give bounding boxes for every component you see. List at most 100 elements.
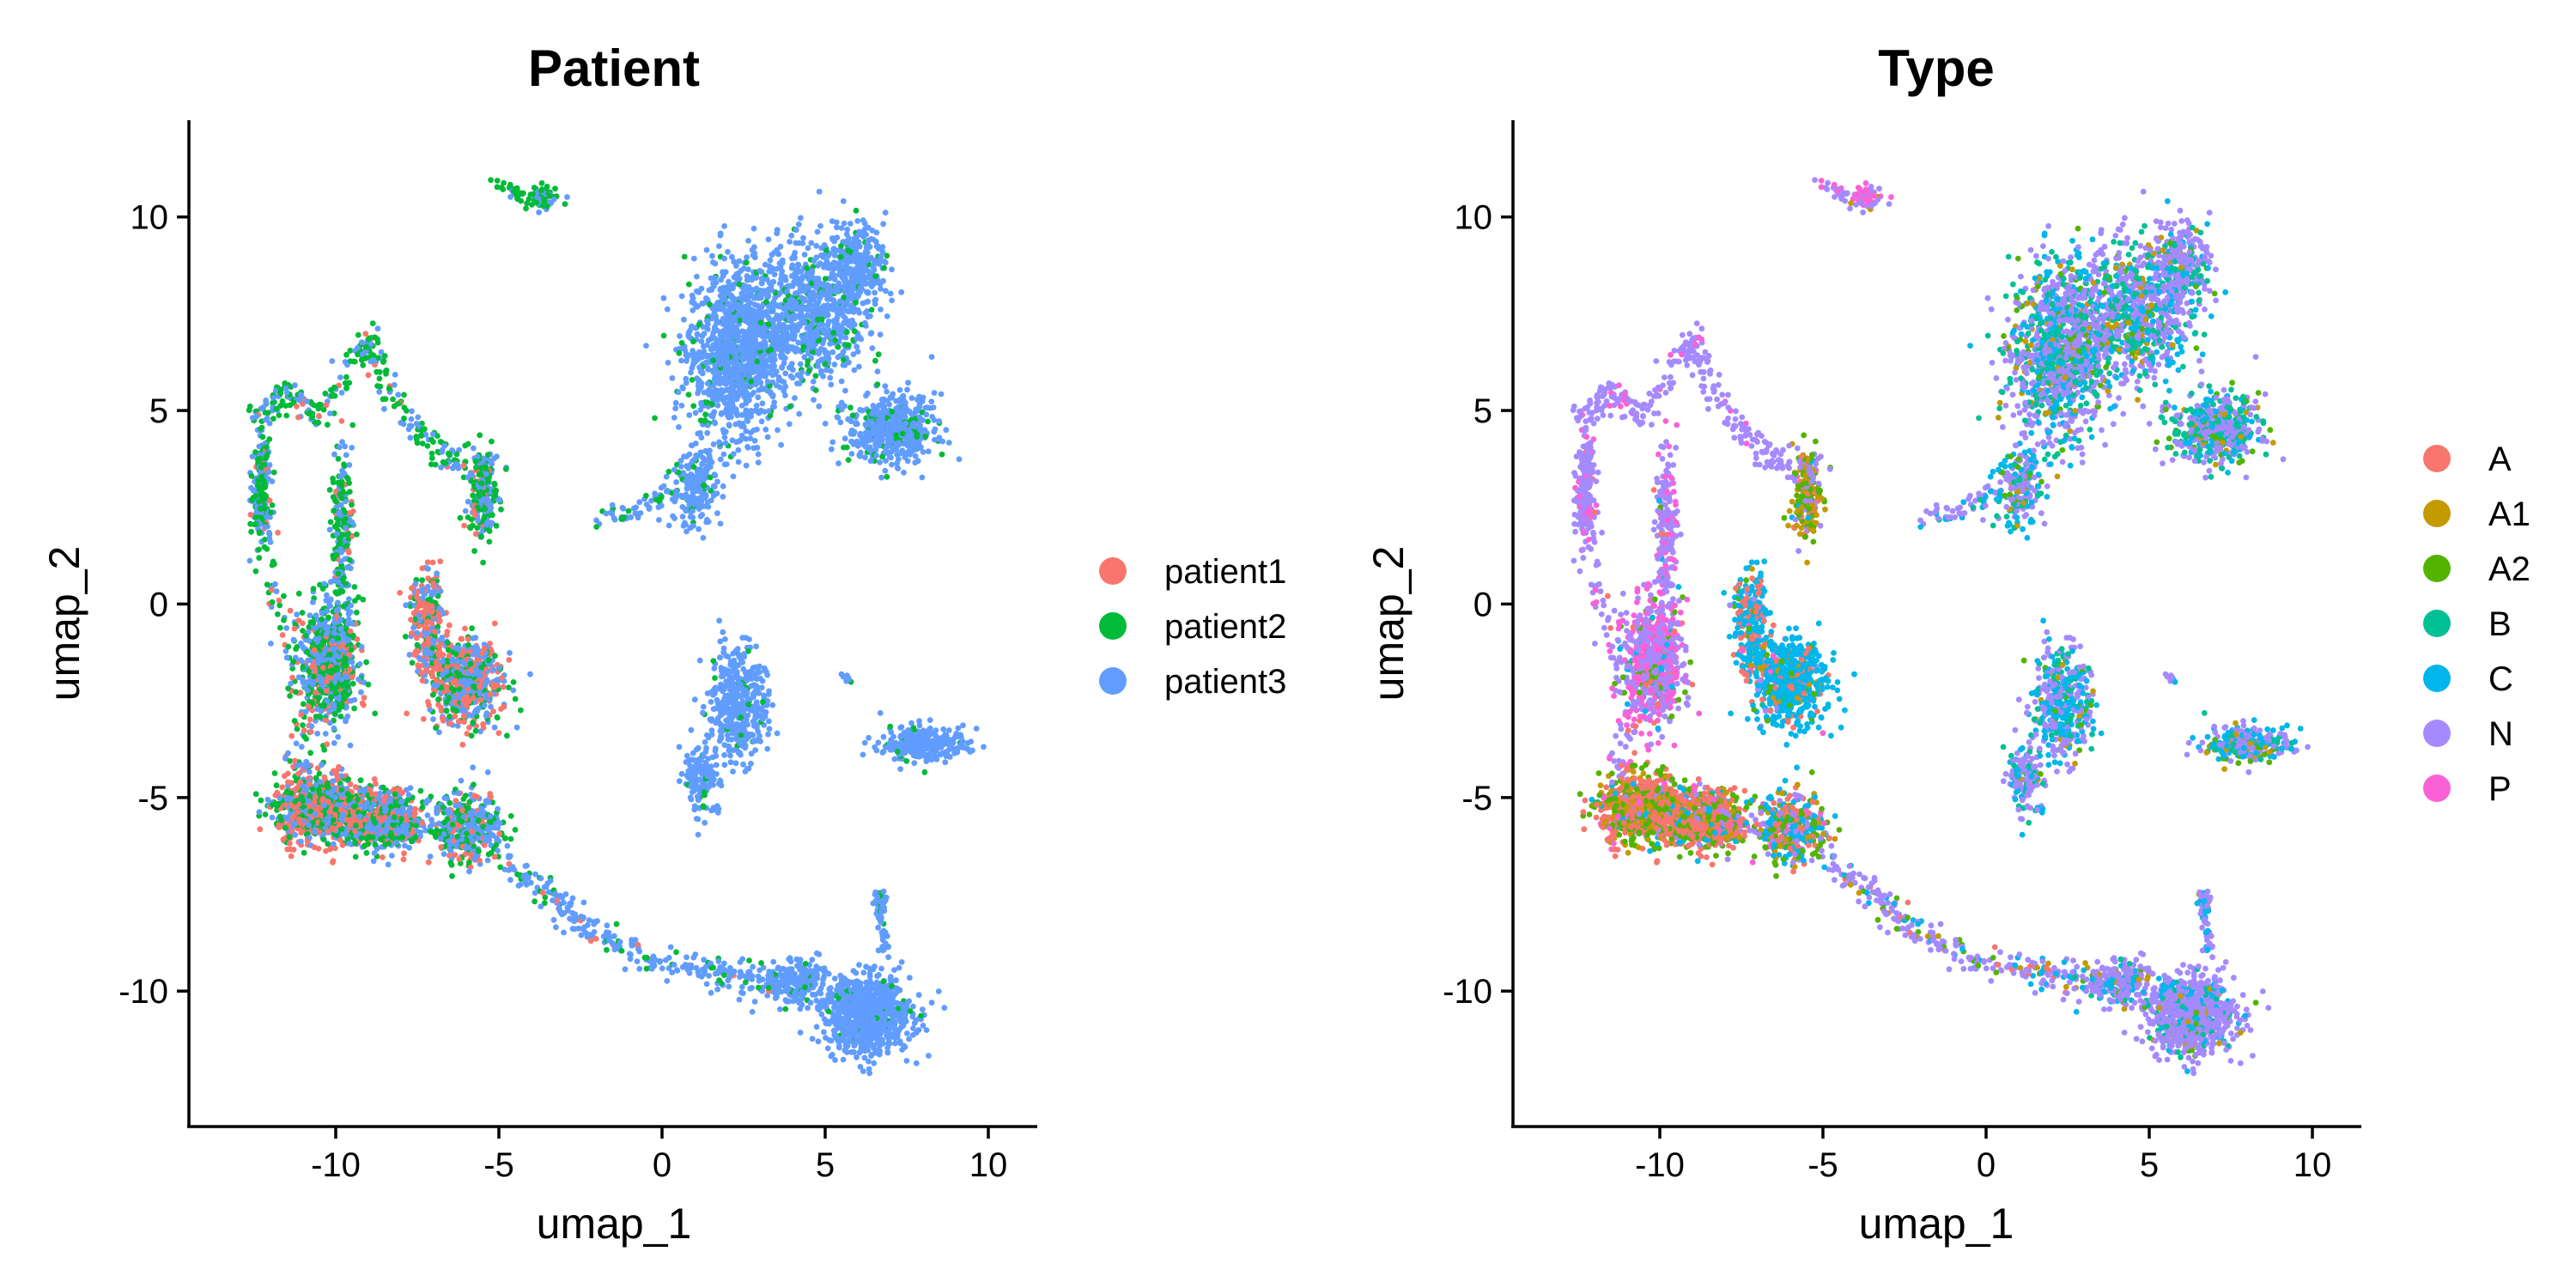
scatter-point — [821, 974, 827, 980]
scatter-point — [766, 718, 772, 725]
scatter-point — [611, 933, 617, 939]
scatter-point — [913, 1030, 920, 1036]
scatter-point — [636, 965, 643, 972]
scatter-point — [246, 557, 253, 564]
scatter-point — [455, 790, 461, 797]
scatter-point — [269, 814, 276, 821]
scatter-point — [512, 827, 519, 833]
scatter-point — [275, 529, 281, 536]
scatter-point — [578, 932, 585, 939]
scatter-point — [831, 975, 838, 981]
scatter-point — [307, 657, 313, 664]
scatter-point — [690, 750, 696, 756]
scatter-point — [782, 1005, 789, 1012]
scatter-point — [657, 957, 664, 964]
scatter-point — [352, 598, 358, 604]
scatter-point — [472, 727, 479, 734]
scatter-point — [913, 1060, 920, 1066]
scatter-point — [314, 730, 320, 737]
scatter-point — [532, 890, 538, 896]
scatter-point — [402, 634, 409, 640]
scatter-point — [301, 733, 307, 740]
scatter-point — [280, 836, 287, 842]
scatter-point — [371, 776, 378, 782]
scatter-point — [276, 597, 283, 604]
scatter-point — [323, 402, 330, 409]
scatter-point — [354, 636, 361, 642]
scatter-point — [755, 973, 762, 980]
scatter-point — [910, 1003, 916, 1010]
scatter-point — [459, 635, 465, 642]
scatter-point — [325, 422, 331, 428]
scatter-point — [283, 625, 289, 631]
scatter-point — [341, 461, 347, 468]
scatter-point — [412, 823, 419, 829]
scatter-point — [466, 799, 473, 805]
scatter-point — [293, 646, 299, 653]
scatter-point — [298, 744, 305, 750]
scatter-point — [717, 654, 724, 661]
scatter-point — [363, 659, 369, 665]
scatter-point — [587, 938, 594, 945]
scatter-point — [713, 762, 720, 769]
scatter-point — [428, 461, 434, 468]
scatter-point — [926, 1053, 932, 1059]
scatter-point — [437, 558, 444, 565]
scatter-point — [738, 709, 745, 716]
scatter-point — [714, 986, 720, 993]
scatter-point — [748, 760, 754, 767]
scatter-point — [469, 625, 475, 632]
scatter-point — [310, 586, 317, 592]
scatter-point — [622, 966, 629, 973]
scatter-point — [346, 462, 353, 468]
scatter-point — [696, 657, 703, 664]
scatter-point — [311, 844, 318, 851]
scatter-point — [484, 857, 491, 864]
scatter-point — [797, 1030, 804, 1036]
scatter-point — [476, 705, 482, 712]
scatter-point — [287, 840, 293, 847]
scatter-point — [470, 764, 476, 771]
scatter-point — [544, 880, 551, 886]
scatter-point — [683, 772, 690, 779]
scatter-point — [659, 965, 665, 972]
scatter-point — [676, 744, 683, 750]
scatter-point — [289, 732, 295, 739]
scatter-point — [326, 487, 333, 493]
scatter-point — [380, 784, 386, 791]
scatter-point — [343, 564, 350, 571]
scatter-point — [712, 675, 718, 681]
scatter-point — [424, 812, 431, 818]
scatter-point — [837, 972, 844, 979]
scatter-point — [264, 410, 271, 416]
scatter-point — [512, 696, 519, 702]
scatter-point — [626, 951, 633, 957]
scatter-point — [447, 799, 453, 806]
scatter-point — [325, 841, 331, 848]
scatter-point — [338, 773, 345, 779]
scatter-point — [409, 630, 415, 636]
scatter-point — [292, 831, 299, 838]
scatter-point — [510, 687, 517, 694]
scatter-point — [304, 648, 310, 655]
scatter-point — [884, 1010, 890, 1017]
scatter-point — [279, 784, 286, 791]
scatter-point — [825, 970, 832, 977]
scatter-point — [404, 710, 410, 717]
scatter-point — [484, 769, 491, 775]
scatter-point — [256, 809, 263, 816]
scatter-point — [300, 679, 307, 685]
scatter-point — [430, 716, 436, 722]
scatter-point — [707, 716, 714, 723]
scatter-point — [683, 752, 690, 759]
scatter-point — [692, 951, 699, 957]
scatter-point — [310, 599, 316, 605]
scatter-point — [335, 570, 342, 577]
scatter-point — [480, 559, 486, 566]
scatter-points — [246, 177, 987, 1077]
scatter-point — [678, 770, 685, 777]
scatter-point — [430, 691, 436, 698]
scatter-point — [907, 975, 913, 981]
scatter-point — [732, 760, 739, 767]
scatter-point — [881, 946, 887, 953]
